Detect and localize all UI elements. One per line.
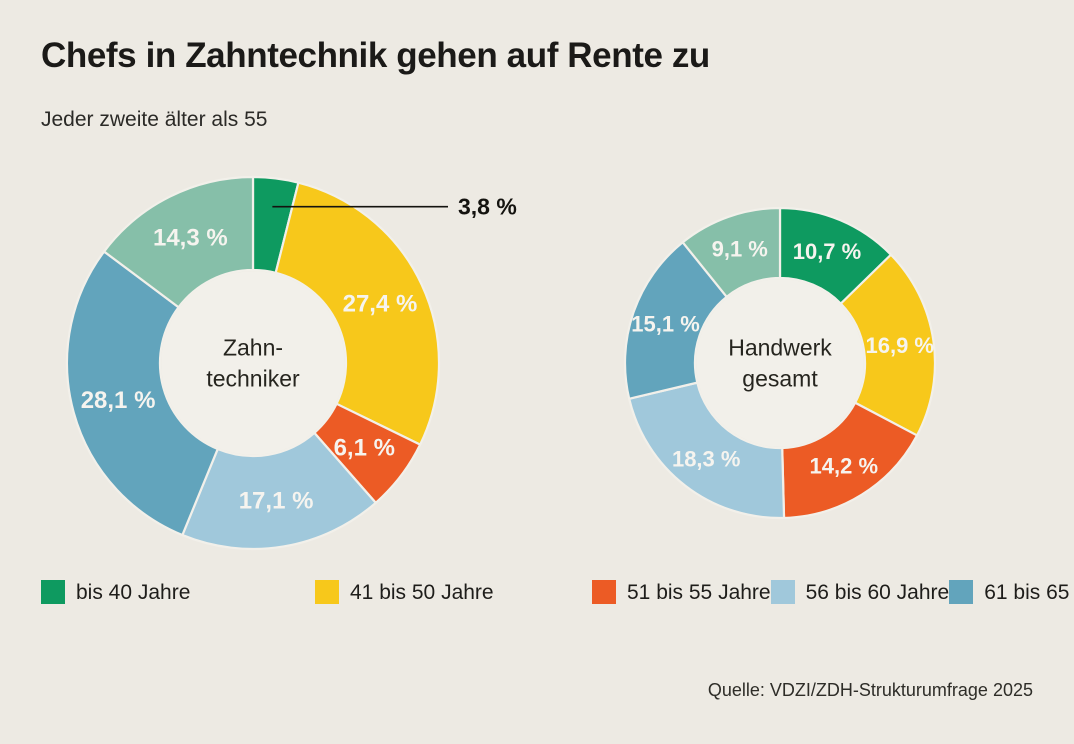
legend-swatch-icon xyxy=(315,580,339,604)
donut-center-label-line: gesamt xyxy=(742,366,818,392)
callout-value-label: 3,8 % xyxy=(458,194,517,220)
donut-center-label-line: techniker xyxy=(206,366,300,392)
legend-swatch-icon xyxy=(592,580,616,604)
pie-slice[interactable] xyxy=(274,181,441,446)
legend-item-label: 41 bis 50 Jahre xyxy=(350,580,494,604)
donut-chart-1: 27,4 % 6,1 % 17,1 % 28,1 % 14,3 % Zahn-techni… xyxy=(65,175,517,551)
pie-slice[interactable] xyxy=(628,381,786,520)
pie-slice-value-label: 16,9 % xyxy=(866,333,935,358)
pie-slice[interactable] xyxy=(102,175,255,309)
pie-slice-value-label: 6,1 % xyxy=(334,434,395,461)
pie-slice[interactable] xyxy=(65,250,219,537)
legend-item-label: bis 40 Jahre xyxy=(76,580,191,604)
pie-slice-value-label: 10,7 % xyxy=(793,239,862,264)
pie-slice-value-label: 9,1 % xyxy=(712,236,768,261)
pie-slice-value-label: 28,1 % xyxy=(81,387,156,414)
legend-item-label: 51 bis 55 Jahre xyxy=(627,580,771,604)
legend-item[interactable]: 56 bis 60 Jahre xyxy=(770,572,950,612)
pie-slice-value-label: 15,1 % xyxy=(631,311,700,336)
charts-container: 27,4 % 6,1 % 17,1 % 28,1 % 14,3 % Zahn-techni… xyxy=(0,168,1074,560)
pie-slice-value-label: 14,3 % xyxy=(153,224,228,251)
legend-swatch-icon xyxy=(41,580,65,604)
donut-hole xyxy=(696,279,864,447)
donut-center-label-line: Handwerk xyxy=(728,335,832,361)
donut-hole xyxy=(161,271,345,455)
pie-slice-value-label: 14,2 % xyxy=(810,453,879,478)
donut-center-label-line: Zahn- xyxy=(223,335,283,361)
pie-slice[interactable] xyxy=(681,206,782,298)
page-subtitle: Jeder zweite älter als 55 xyxy=(41,108,268,131)
legend-item[interactable]: 41 bis 50 Jahre xyxy=(315,572,592,612)
legend-item-label: 61 bis 65 Jahre xyxy=(984,580,1074,604)
donut-charts-svg: 27,4 % 6,1 % 17,1 % 28,1 % 14,3 % Zahn-techni… xyxy=(65,175,937,551)
legend-item[interactable]: 61 bis 65 Jahre xyxy=(949,572,1074,612)
donut-chart-2: 10,7 % 16,9 % 14,2 % 18,3 % 15,1 % 9,1 % Handw… xyxy=(623,206,937,520)
legend-swatch-icon xyxy=(770,580,795,604)
pie-slice[interactable] xyxy=(181,431,377,551)
pie-slice-value-label: 18,3 % xyxy=(672,446,741,471)
pie-slice-value-label: 17,1 % xyxy=(239,488,314,515)
legend-item[interactable]: 51 bis 55 Jahre xyxy=(592,572,771,612)
legend-swatch-icon xyxy=(949,580,974,604)
legend-item-label: 56 bis 60 Jahre xyxy=(805,580,950,604)
legend-item[interactable]: bis 40 Jahre xyxy=(41,572,315,612)
chart-legend: bis 40 Jahre 41 bis 50 Jahre 51 bis 55 Jah… xyxy=(41,572,1074,612)
pie-slice[interactable] xyxy=(839,253,937,437)
page-title: Chefs in Zahntechnik gehen auf Rente zu xyxy=(41,36,710,75)
pie-slice-value-label: 27,4 % xyxy=(343,291,418,318)
source-note: Quelle: VDZI/ZDH-Strukturumfrage 2025 xyxy=(707,680,1033,700)
